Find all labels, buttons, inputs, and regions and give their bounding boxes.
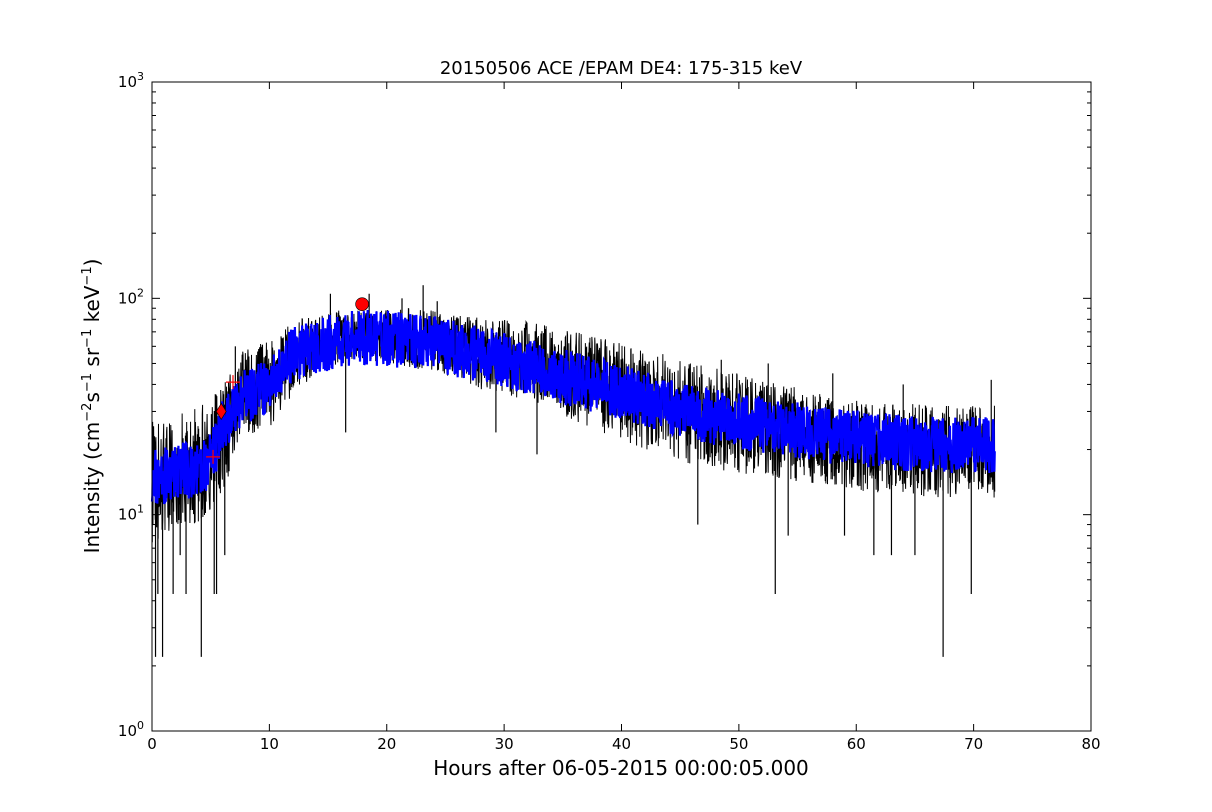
y-tick-label: 100 (118, 719, 144, 740)
range-marker (206, 449, 221, 464)
y-tick-label: 103 (118, 70, 144, 91)
x-tick-label: 60 (847, 735, 866, 753)
y-tick-label: 102 (118, 286, 144, 307)
plot-area (150, 285, 996, 657)
y-axis: 100 101 102 103 (118, 70, 1091, 740)
peak-marker (355, 297, 369, 311)
event-markers (206, 297, 369, 464)
x-tick-label: 10 (260, 735, 279, 753)
x-tick-label: 50 (729, 735, 748, 753)
onset-marker (215, 402, 227, 421)
x-tick-label: 30 (495, 735, 514, 753)
chart-title: 20150506 ACE /EPAM DE4: 175-315 keV (440, 58, 803, 79)
smoothed-intensity-series (150, 309, 996, 505)
x-tick-label: 70 (964, 735, 983, 753)
y-tick-label: 101 (118, 503, 144, 524)
range-marker (225, 375, 240, 390)
y-axis-label: Intensity (cm−2s−1 sr−1 keV−1) (80, 259, 104, 554)
x-axis-label: Hours after 06-05-2015 00:00:05.000 (433, 756, 809, 780)
smoothed-intensity-line (150, 309, 996, 505)
x-axis: 0 10 20 30 40 50 60 70 80 (147, 82, 1101, 753)
x-tick-label: 80 (1081, 735, 1100, 753)
x-tick-label: 20 (377, 735, 396, 753)
x-tick-label: 40 (612, 735, 631, 753)
x-tick-label: 0 (147, 735, 157, 753)
